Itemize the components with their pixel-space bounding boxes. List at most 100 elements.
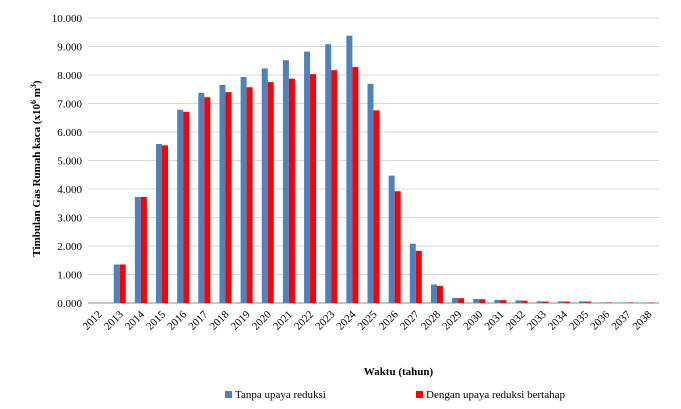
bar-tanpa-2035: [578, 301, 585, 303]
x-tick-label: 2029: [440, 308, 464, 332]
y-tick-label: 0.000: [57, 298, 82, 310]
bar-dengan-2031: [500, 300, 507, 303]
bar-tanpa-2029: [452, 297, 459, 303]
bar-dengan-2037: [627, 302, 634, 303]
x-tick-label: 2037: [609, 308, 633, 332]
x-tick-label: 2013: [102, 308, 126, 332]
bar-dengan-2028: [436, 285, 443, 303]
x-tick-label: 2020: [250, 308, 274, 332]
bar-tanpa-2024: [346, 35, 353, 304]
bar-dengan-2020: [267, 82, 274, 303]
bar-tanpa-2013: [113, 264, 120, 303]
x-tick-label: 2016: [165, 308, 189, 332]
y-axis-title: Timbulan Gas Rumah kaca (x106 m3): [29, 80, 43, 257]
x-tick-label: 2023: [313, 308, 337, 332]
bar-dengan-2013: [119, 264, 126, 303]
x-tick-label: 2022: [292, 309, 316, 333]
bar-dengan-2016: [183, 111, 190, 303]
bar-tanpa-2031: [494, 299, 501, 303]
y-tick-label: 6.000: [57, 127, 82, 139]
bar-tanpa-2015: [156, 143, 163, 303]
x-tick-label: 2031: [482, 309, 506, 333]
legend-label-tanpa: Tanpa upaya reduksi: [235, 389, 326, 401]
x-tick-label: 2012: [81, 309, 105, 333]
bar-tanpa-2034: [557, 301, 564, 303]
bar-dengan-2014: [140, 196, 147, 303]
bar-tanpa-2032: [515, 300, 522, 303]
bar-dengan-2017: [204, 97, 211, 303]
x-tick-label: 2036: [588, 308, 612, 332]
bar-tanpa-2021: [282, 60, 289, 304]
bar-dengan-2024: [352, 67, 359, 304]
y-axis-ticks: 0.000 1.000 2.000 3.000 4.000 5.000 6.000 7.000…: [52, 13, 83, 310]
bar-dengan-2036: [606, 302, 613, 303]
x-tick-label: 2017: [186, 308, 210, 332]
legend-label-dengan: Dengan upaya reduksi bertahap: [426, 389, 565, 401]
x-tick-label: 2014: [123, 308, 147, 332]
bar-dengan-2035: [584, 301, 591, 303]
x-axis-title: Waktu (tahun): [364, 366, 434, 378]
bar-tanpa-2027: [409, 243, 416, 303]
x-tick-label: 2019: [229, 308, 253, 332]
x-tick-label: 2033: [525, 308, 549, 332]
x-tick-label: 2024: [334, 308, 358, 332]
bar-tanpa-2030: [473, 299, 480, 303]
bar-tanpa-2028: [430, 284, 437, 303]
bar-tanpa-2038: [642, 302, 649, 304]
x-tick-label: 2021: [271, 309, 295, 333]
y-tick-label: 10.000: [52, 13, 83, 25]
bar-dengan-2023: [331, 70, 338, 303]
bar-dengan-2038: [648, 302, 655, 304]
y-tick-label: 5.000: [57, 156, 82, 168]
bar-tanpa-2020: [261, 68, 268, 303]
x-tick-label: 2030: [461, 308, 485, 332]
bar-tanpa-2017: [198, 92, 205, 303]
y-tick-label: 7.000: [57, 99, 82, 111]
bar-dengan-2021: [288, 78, 295, 303]
bar-dengan-2025: [373, 110, 380, 303]
bar-tanpa-2025: [367, 83, 374, 304]
bar-dengan-2030: [479, 299, 486, 303]
bar-dengan-2032: [521, 300, 528, 303]
y-tick-label: 3.000: [57, 213, 82, 225]
y-tick-label: 1.000: [57, 270, 82, 282]
legend-swatch-tanpa: [225, 391, 232, 398]
bar-tanpa-2018: [219, 84, 226, 303]
bar-dengan-2034: [563, 301, 570, 303]
x-tick-label: 2034: [546, 308, 570, 332]
y-tick-label: 2.000: [57, 241, 82, 253]
bar-tanpa-2016: [177, 109, 184, 304]
x-tick-label: 2032: [504, 309, 528, 333]
bar-tanpa-2023: [325, 44, 332, 303]
bar-dengan-2027: [415, 250, 422, 303]
x-tick-label: 2015: [144, 308, 168, 332]
bar-tanpa-2022: [304, 51, 311, 303]
x-tick-label: 2027: [398, 308, 422, 332]
x-tick-label: 2026: [377, 308, 401, 332]
bar-tanpa-2036: [600, 302, 607, 303]
bar-tanpa-2026: [388, 175, 395, 303]
y-tick-label: 4.000: [57, 184, 82, 196]
x-tick-label: 2018: [208, 308, 232, 332]
bar-dengan-2026: [394, 191, 401, 303]
bar-tanpa-2019: [240, 76, 247, 304]
bar-dengan-2033: [542, 301, 549, 303]
bar-dengan-2018: [225, 92, 232, 303]
y-tick-label: 9.000: [57, 42, 82, 54]
bar-dengan-2022: [310, 74, 317, 304]
bars: [113, 35, 655, 304]
bar-tanpa-2014: [134, 196, 141, 303]
legend: Tanpa upaya reduksi Dengan upaya reduksi…: [225, 389, 565, 401]
x-tick-label: 2035: [567, 308, 591, 332]
y-tick-label: 8.000: [57, 70, 82, 82]
bar-dengan-2019: [246, 87, 253, 303]
x-axis-ticks: 2012201320142015201620172018201920202021…: [81, 308, 655, 332]
bar-tanpa-2033: [536, 301, 543, 303]
x-tick-label: 2028: [419, 308, 443, 332]
bar-dengan-2029: [458, 298, 465, 303]
bar-dengan-2015: [162, 145, 169, 303]
x-tick-label: 2038: [631, 308, 655, 332]
legend-swatch-dengan: [416, 391, 423, 398]
bar-tanpa-2037: [621, 302, 628, 303]
